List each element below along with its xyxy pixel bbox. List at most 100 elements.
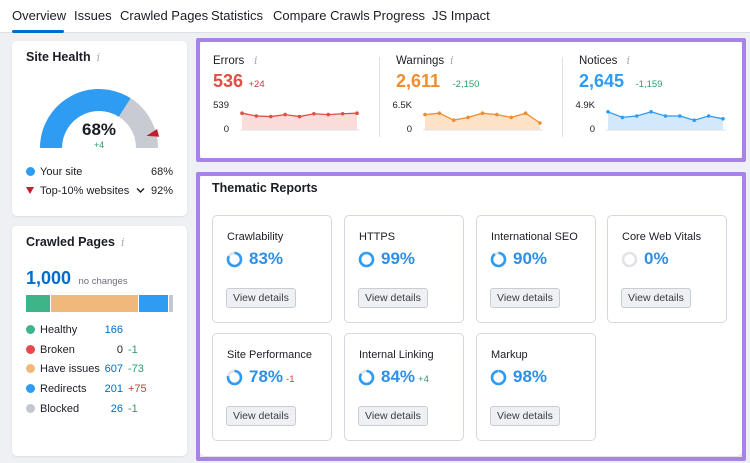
y-axis-min-label: 0 bbox=[223, 124, 229, 135]
highlight-frame bbox=[196, 38, 746, 162]
chevron-down-icon[interactable] bbox=[136, 187, 145, 194]
crawled-pages-row: Healthy bbox=[26, 324, 77, 336]
tab-issues[interactable]: Issues bbox=[74, 8, 112, 23]
tile-score[interactable]: 99% bbox=[381, 249, 415, 269]
y-axis-max-label: 539 bbox=[213, 100, 229, 111]
tile-score[interactable]: 83% bbox=[249, 249, 283, 269]
row-value[interactable]: 201 bbox=[104, 383, 123, 396]
divider bbox=[379, 57, 380, 137]
view-details-button[interactable]: View details bbox=[226, 406, 296, 426]
sparkline-point bbox=[312, 111, 316, 116]
tab-progress[interactable]: Progress bbox=[373, 8, 426, 23]
sparkline-point bbox=[678, 114, 682, 118]
info-icon[interactable]: i bbox=[120, 236, 125, 249]
row-label: Healthy bbox=[40, 324, 78, 336]
sparkline-point bbox=[437, 111, 442, 115]
row-value[interactable]: 607 bbox=[104, 363, 123, 376]
thematic-tile[interactable]: International SEO 90% View details bbox=[476, 215, 596, 323]
issues-summary-card: Errors i 536 +24 539 0 Warnings i 2,611 … bbox=[200, 41, 742, 159]
view-details-button[interactable]: View details bbox=[358, 288, 428, 308]
view-details-button[interactable]: View details bbox=[490, 406, 560, 426]
metric-value[interactable]: 2,645 bbox=[579, 71, 625, 91]
status-dot-icon bbox=[26, 364, 35, 374]
view-details-button[interactable]: View details bbox=[490, 288, 560, 308]
status-dot-icon bbox=[26, 403, 35, 413]
metric-value[interactable]: 2,611 bbox=[396, 71, 441, 91]
tab-compare-crawls[interactable]: Compare Crawls bbox=[273, 8, 370, 23]
crawled-pages-row: Redirects bbox=[26, 383, 86, 395]
tile-score[interactable]: 98% bbox=[513, 367, 547, 387]
info-icon[interactable]: i bbox=[450, 54, 454, 67]
view-details-button[interactable]: View details bbox=[226, 288, 296, 308]
legend-your-site-label: Your site bbox=[40, 166, 83, 178]
row-delta: -1 bbox=[128, 402, 138, 415]
tile-score[interactable]: 84% +4 bbox=[381, 367, 429, 387]
metric-sparkline bbox=[606, 110, 726, 131]
tile-score-value: 84% bbox=[381, 367, 416, 386]
info-icon[interactable]: i bbox=[254, 54, 258, 67]
crawled-pages-total-row: 1,000 no changes bbox=[26, 268, 128, 289]
row-label: Have issues bbox=[40, 363, 100, 376]
legend-top10[interactable]: Top-10% websites bbox=[26, 185, 145, 197]
sparkline-point bbox=[706, 114, 711, 118]
tab-statistics[interactable]: Statistics bbox=[211, 8, 264, 23]
progress-ring-icon bbox=[358, 369, 375, 386]
sparkline-point bbox=[634, 114, 639, 118]
tile-score[interactable]: 0% bbox=[644, 249, 669, 269]
row-value[interactable]: 0 bbox=[116, 343, 123, 356]
sparkline-point bbox=[649, 110, 653, 114]
progress-ring-icon bbox=[621, 251, 638, 268]
metric-label: Warnings bbox=[396, 55, 445, 67]
info-icon[interactable]: i bbox=[96, 51, 101, 64]
crawled-pages-total-note: no changes bbox=[78, 276, 128, 287]
crawled-pages-row: Blocked bbox=[26, 403, 79, 415]
crawled-pages-title-text: Crawled Pages bbox=[26, 235, 115, 249]
tab-overview[interactable]: Overview bbox=[12, 8, 67, 23]
info-icon[interactable]: i bbox=[626, 54, 631, 67]
bar-segment bbox=[26, 295, 50, 312]
top10-triangle-icon bbox=[26, 187, 34, 194]
divider bbox=[562, 57, 563, 137]
tile-score[interactable]: 90% bbox=[513, 249, 547, 269]
view-details-button[interactable]: View details bbox=[358, 406, 428, 426]
site-health-title: Site Health i bbox=[26, 50, 100, 64]
row-label: Blocked bbox=[40, 402, 80, 415]
view-details-button[interactable]: View details bbox=[621, 288, 691, 308]
crawled-pages-row: Broken bbox=[26, 344, 75, 356]
thematic-tile[interactable]: Site Performance 78% -1 View details bbox=[212, 333, 332, 441]
tile-score[interactable]: 78% -1 bbox=[249, 367, 294, 387]
sparkline-point bbox=[466, 115, 470, 120]
row-delta: -73 bbox=[128, 363, 144, 376]
metric-value[interactable]: 536 bbox=[213, 71, 244, 91]
sparkline-point bbox=[620, 115, 625, 120]
sparkline-point bbox=[268, 114, 273, 119]
thematic-tile[interactable]: Core Web Vitals 0% View details bbox=[607, 215, 727, 323]
site-health-card: Site Health i 68% +4 Your site 68% Top-10… bbox=[12, 41, 187, 216]
legend-your-site: Your site bbox=[26, 166, 82, 178]
thematic-tile[interactable]: Crawlability 83% View details bbox=[212, 215, 332, 323]
metric-sparkline bbox=[423, 111, 543, 131]
crawled-pages-title: Crawled Pages i bbox=[26, 235, 124, 249]
row-delta: +75 bbox=[128, 383, 147, 396]
thematic-tile[interactable]: Markup 98% View details bbox=[476, 333, 596, 441]
row-value[interactable]: 166 bbox=[104, 324, 123, 336]
site-health-title-text: Site Health bbox=[26, 50, 91, 64]
crawled-pages-bar bbox=[26, 295, 173, 312]
sparkline-point bbox=[340, 111, 345, 116]
tile-score-value: 90% bbox=[513, 249, 548, 268]
y-axis-min-label: 0 bbox=[406, 124, 412, 135]
sparkline-point bbox=[692, 118, 697, 122]
tab-crawled-pages[interactable]: Crawled Pages bbox=[120, 8, 209, 23]
thematic-tile[interactable]: Internal Linking 84% +4 View details bbox=[344, 333, 464, 441]
sparkline-point bbox=[326, 112, 331, 117]
crawled-pages-total[interactable]: 1,000 bbox=[26, 268, 72, 288]
tile-title: HTTPS bbox=[359, 231, 396, 243]
row-value[interactable]: 26 bbox=[110, 402, 123, 415]
sparkline-point bbox=[423, 112, 427, 117]
sparkline-point bbox=[451, 118, 456, 122]
legend-top10-value: 92% bbox=[150, 185, 173, 197]
site-health-score: 68% bbox=[82, 120, 116, 139]
thematic-tile[interactable]: HTTPS 99% View details bbox=[344, 215, 464, 323]
tab-js-impact[interactable]: JS Impact bbox=[432, 8, 490, 23]
sparkline-point bbox=[240, 111, 244, 115]
